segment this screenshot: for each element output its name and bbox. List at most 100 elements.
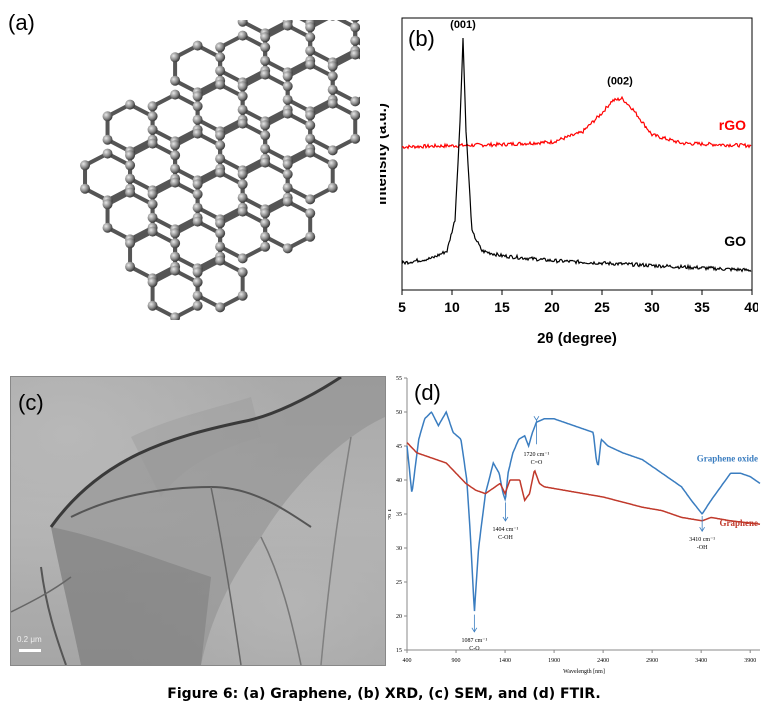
lattice-atom bbox=[215, 218, 226, 229]
ftir-x-tick-label: 2900 bbox=[646, 658, 658, 664]
ftir-x-tick-label: 900 bbox=[452, 658, 461, 664]
ftir-chart: 15 20 25 30 35 40 45 50 55 400 900 1400 1900 2400 290… bbox=[388, 376, 761, 675]
lattice-atom bbox=[260, 32, 271, 43]
ftir-annotation-arrowhead bbox=[699, 526, 705, 532]
ftir-x-tick-label: 1900 bbox=[548, 658, 560, 664]
lattice-atom bbox=[282, 108, 293, 119]
lattice-atom bbox=[282, 71, 293, 82]
lattice-atom bbox=[147, 300, 158, 311]
lattice-atom bbox=[215, 42, 226, 53]
panel-d-label: (d) bbox=[414, 380, 441, 405]
lattice-atom bbox=[260, 218, 271, 229]
ftir-annotation-group: C-O bbox=[469, 646, 480, 652]
figure-caption: Figure 6: (a) Graphene, (b) XRD, (c) SEM… bbox=[167, 686, 601, 702]
lattice-atom bbox=[327, 71, 338, 82]
lattice-atom bbox=[260, 157, 271, 168]
lattice-atom bbox=[350, 96, 360, 107]
sem-scale-bar-label: 0.2 μm bbox=[17, 635, 42, 644]
lattice-atom bbox=[260, 130, 271, 141]
lattice-atom bbox=[215, 228, 226, 239]
lattice-atom bbox=[125, 187, 136, 198]
lattice-atom bbox=[192, 91, 203, 102]
lattice-atom bbox=[305, 147, 316, 158]
xrd-x-axis-label: 2θ (degree) bbox=[537, 330, 617, 347]
lattice-atom bbox=[80, 160, 91, 171]
lattice-atom bbox=[237, 267, 248, 278]
lattice-atom bbox=[192, 290, 203, 301]
ftir-annotation-group: C=O bbox=[531, 460, 543, 466]
lattice-atom bbox=[282, 159, 293, 170]
lattice-atom bbox=[102, 199, 113, 210]
xrd-peak-annotation: (002) bbox=[607, 76, 633, 88]
lattice-atom bbox=[192, 40, 203, 51]
lattice-atom bbox=[237, 118, 248, 129]
lattice-atom bbox=[125, 160, 136, 171]
lattice-atom bbox=[170, 177, 181, 188]
lattice-atom bbox=[260, 231, 271, 242]
xrd-x-tick-label: 40 bbox=[744, 299, 758, 315]
ftir-series-graphene-oxide bbox=[406, 410, 761, 612]
lattice-atom bbox=[125, 99, 136, 110]
lattice-atom bbox=[170, 251, 181, 262]
lattice-atom bbox=[80, 183, 91, 194]
lattice-atom bbox=[237, 192, 248, 203]
lattice-atom bbox=[192, 114, 203, 125]
lattice-atom bbox=[192, 189, 203, 200]
lattice-atom bbox=[330, 20, 336, 21]
lattice-atom bbox=[102, 222, 113, 233]
ftir-y-tick-label: 50 bbox=[396, 410, 402, 416]
xrd-y-axis-label: Intensity (a.u.) bbox=[380, 103, 390, 205]
lattice-atom bbox=[260, 69, 271, 80]
lattice-atom bbox=[282, 94, 293, 105]
sem-micrograph: 0.2 μm bbox=[10, 376, 386, 666]
ftir-annotation-arrowhead bbox=[502, 516, 509, 522]
lattice-atom bbox=[237, 104, 248, 115]
lattice-atom bbox=[215, 302, 226, 313]
panel-a-label: (a) bbox=[8, 10, 35, 35]
ftir-annotation-wavenumber: 1404 cm⁻¹ bbox=[493, 527, 519, 533]
lattice-atom bbox=[147, 226, 158, 237]
lattice-atom bbox=[237, 206, 248, 217]
lattice-atom bbox=[215, 255, 226, 266]
lattice-atom bbox=[192, 267, 203, 278]
lattice-atom bbox=[192, 179, 203, 190]
lattice-atom bbox=[215, 140, 226, 151]
lattice-atom bbox=[282, 243, 293, 254]
xrd-peak-annotation: (001) bbox=[450, 19, 476, 31]
lattice-atom bbox=[305, 22, 316, 33]
lattice-atom bbox=[282, 169, 293, 180]
lattice-atom bbox=[327, 61, 338, 72]
lattice-atom bbox=[260, 241, 271, 252]
ftir-series-graphene bbox=[406, 442, 761, 525]
lattice-atom bbox=[282, 196, 293, 207]
ftir-x-tick-label: 400 bbox=[403, 658, 412, 664]
lattice-atom bbox=[170, 140, 181, 151]
lattice-atom bbox=[102, 111, 113, 122]
ftir-annotation-wavenumber: 1087 cm⁻¹ bbox=[461, 638, 487, 644]
lattice-atom bbox=[192, 216, 203, 227]
lattice-atom bbox=[170, 163, 181, 174]
xrd-x-tick-label: 35 bbox=[694, 299, 710, 315]
ftir-annotation-wavenumber: 3410 cm⁻¹ bbox=[689, 537, 715, 543]
lattice-atom bbox=[192, 277, 203, 288]
lattice-atom bbox=[170, 52, 181, 63]
ftir-y-tick-label: 15 bbox=[396, 648, 402, 654]
ftir-y-tick-label: 40 bbox=[396, 478, 402, 484]
lattice-atom bbox=[215, 79, 226, 90]
ftir-y-tick-label: 45 bbox=[396, 444, 402, 450]
panel-c-label: (c) bbox=[18, 390, 44, 415]
lattice-atom bbox=[125, 150, 136, 161]
lattice-atom bbox=[282, 20, 293, 31]
ftir-x-tick-label: 1400 bbox=[499, 658, 511, 664]
lattice-atom bbox=[170, 265, 181, 276]
lattice-atom bbox=[305, 208, 316, 219]
lattice-atom bbox=[305, 194, 316, 205]
lattice-atom bbox=[170, 150, 181, 161]
lattice-atom bbox=[282, 81, 293, 92]
lattice-atom bbox=[147, 189, 158, 200]
lattice-atom bbox=[170, 228, 181, 239]
lattice-atom bbox=[350, 49, 360, 60]
lattice-atom bbox=[147, 212, 158, 223]
lattice-atom bbox=[170, 238, 181, 249]
lattice-atom bbox=[350, 133, 360, 144]
